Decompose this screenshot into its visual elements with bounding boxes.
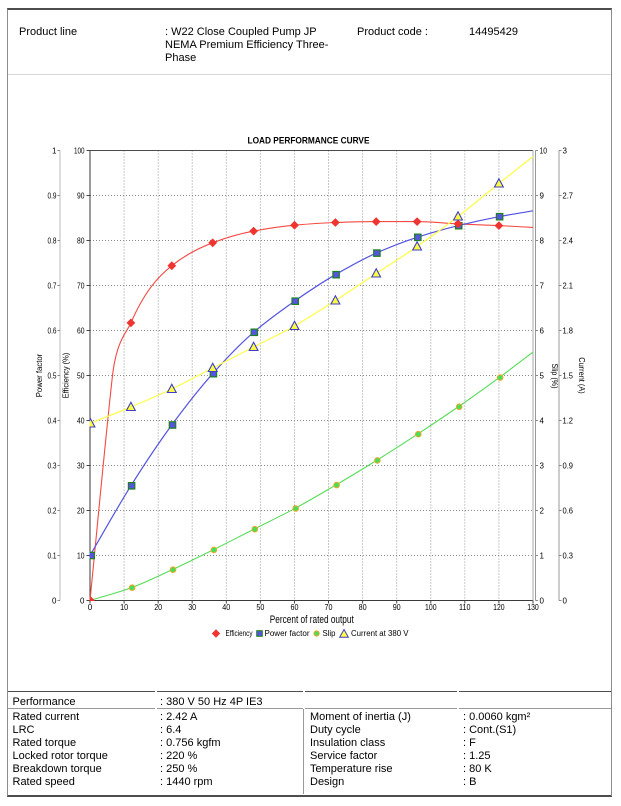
svg-text:Power factor: Power factor (35, 353, 44, 397)
svg-text:0: 0 (88, 603, 93, 612)
svg-text:2.4: 2.4 (563, 237, 574, 246)
svg-text:1.8: 1.8 (563, 327, 574, 336)
svg-text:0.8: 0.8 (48, 237, 57, 246)
svg-text:Slip (%): Slip (%) (550, 364, 559, 389)
svg-text:90: 90 (393, 603, 401, 612)
svg-text:1.2: 1.2 (563, 417, 574, 426)
svg-text:9: 9 (540, 192, 545, 201)
svg-text:3: 3 (563, 147, 568, 156)
svg-text:20: 20 (77, 507, 85, 516)
svg-text:1: 1 (540, 552, 545, 561)
svg-text:0: 0 (563, 597, 568, 606)
svg-text:0.9: 0.9 (563, 462, 574, 471)
svg-text:0: 0 (80, 597, 85, 606)
svg-text:0.6: 0.6 (48, 327, 57, 336)
svg-text:80: 80 (359, 603, 367, 612)
svg-text:70: 70 (77, 282, 85, 291)
svg-text:110: 110 (459, 603, 471, 612)
svg-text:0.9: 0.9 (48, 192, 57, 201)
svg-text:0.7: 0.7 (48, 282, 57, 291)
svg-text:10: 10 (77, 552, 85, 561)
svg-text:8: 8 (540, 237, 545, 246)
svg-text:40: 40 (222, 603, 230, 612)
svg-text:Current (A): Current (A) (577, 357, 586, 394)
svg-text:40: 40 (77, 417, 85, 426)
svg-text:0.5: 0.5 (48, 372, 57, 381)
svg-text:Efficiency (%): Efficiency (%) (62, 352, 71, 398)
svg-text:10: 10 (540, 147, 548, 156)
svg-text:Percent of rated output: Percent of rated output (270, 614, 354, 626)
svg-text:0.1: 0.1 (48, 552, 57, 561)
svg-text:70: 70 (325, 603, 333, 612)
svg-text:120: 120 (493, 603, 505, 612)
svg-text:0.3: 0.3 (48, 462, 57, 471)
svg-text:0.4: 0.4 (48, 417, 57, 426)
svg-text:4: 4 (540, 417, 545, 426)
svg-text:60: 60 (291, 603, 299, 612)
svg-text:130: 130 (527, 603, 539, 612)
svg-text:0: 0 (52, 597, 57, 606)
svg-text:30: 30 (188, 603, 196, 612)
svg-text:20: 20 (154, 603, 162, 612)
svg-text:1.5: 1.5 (563, 372, 574, 381)
svg-text:50: 50 (77, 372, 85, 381)
svg-text:LOAD PERFORMANCE CURVE: LOAD PERFORMANCE CURVE (248, 136, 370, 147)
svg-text:Slip: Slip (323, 629, 337, 638)
svg-text:6: 6 (540, 327, 545, 336)
svg-text:5: 5 (540, 372, 545, 381)
svg-text:0.6: 0.6 (563, 507, 574, 516)
svg-text:60: 60 (77, 327, 85, 336)
svg-text:100: 100 (425, 603, 437, 612)
svg-text:0.3: 0.3 (563, 552, 574, 561)
svg-text:7: 7 (540, 282, 545, 291)
svg-text:100: 100 (74, 147, 85, 156)
svg-text:50: 50 (256, 603, 264, 612)
svg-text:0.2: 0.2 (48, 507, 57, 516)
svg-text:Efficiency: Efficiency (226, 629, 253, 638)
svg-text:Current at 380 V: Current at 380 V (351, 629, 409, 638)
svg-text:30: 30 (77, 462, 85, 471)
svg-text:2: 2 (540, 507, 545, 516)
svg-text:1: 1 (52, 147, 57, 156)
svg-text:Power factor: Power factor (265, 629, 310, 638)
svg-text:2.7: 2.7 (563, 192, 574, 201)
svg-text:0: 0 (540, 597, 545, 606)
svg-text:80: 80 (77, 237, 85, 246)
svg-text:90: 90 (77, 192, 85, 201)
svg-text:3: 3 (540, 462, 545, 471)
svg-text:2.1: 2.1 (563, 282, 574, 291)
svg-text:10: 10 (120, 603, 128, 612)
